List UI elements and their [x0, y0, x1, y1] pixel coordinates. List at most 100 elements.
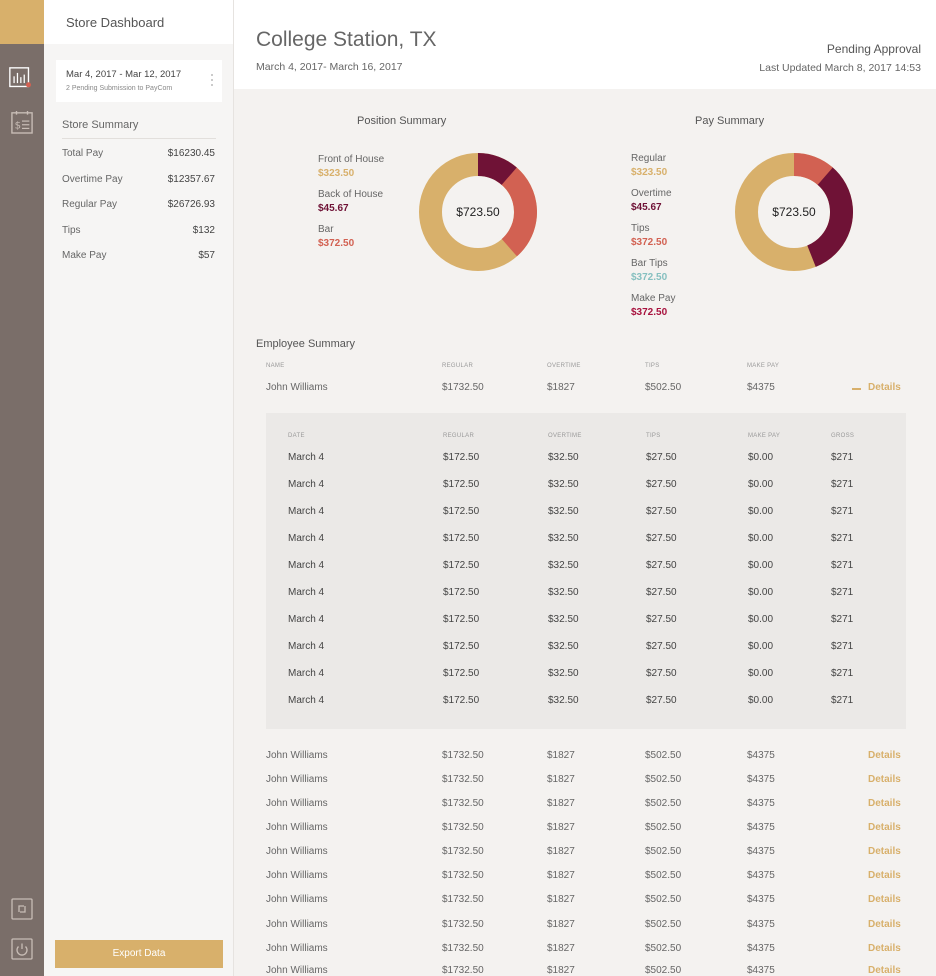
table-row[interactable]: John Williams $1732.50 $1827 $502.50 $4375 De… [266, 870, 906, 884]
employee-tips: $502.50 [645, 943, 682, 954]
legend-value: $372.50 [631, 307, 668, 318]
detail-make-pay: $0.00 [748, 506, 774, 517]
detail-overtime: $32.50 [548, 506, 579, 517]
detail-date: March 4 [288, 695, 325, 706]
detail-gross: $271 [831, 695, 854, 706]
employee-tips: $502.50 [645, 965, 682, 976]
summary-total-pay: Total Pay $16230.45 [62, 148, 215, 174]
detail-make-pay: $0.00 [748, 614, 774, 625]
employee-tips: $502.50 [645, 382, 682, 393]
employee-make-pay: $4375 [747, 774, 775, 785]
detail-row: March 4 $172.50 $32.50 $27.50 $0.00 $271 [266, 452, 906, 466]
employee-make-pay: $4375 [747, 894, 775, 905]
payroll-calendar-icon[interactable]: $ [11, 111, 33, 134]
detail-make-pay: $0.00 [748, 587, 774, 598]
employee-name: John Williams [266, 750, 328, 761]
detail-overtime: $32.50 [548, 533, 579, 544]
details-link[interactable]: Details [868, 943, 901, 954]
col-overtime: OVERTIME [547, 363, 581, 369]
table-row[interactable]: John Williams $1732.50 $1827 $502.50 $4375 De… [266, 798, 906, 812]
legend-label: Regular [631, 153, 667, 164]
date-range-card[interactable]: Mar 4, 2017 - Mar 12, 2017 2 Pending Sub… [56, 60, 222, 102]
detail-row: March 4 $172.50 $32.50 $27.50 $0.00 $271 [266, 587, 906, 601]
details-link[interactable]: Details [868, 846, 901, 857]
employee-regular: $1732.50 [442, 919, 484, 930]
detail-overtime: $32.50 [548, 614, 579, 625]
legend-item: Bar $372.50 [318, 224, 384, 259]
collapse-icon[interactable] [852, 388, 861, 390]
detail-tips: $27.50 [646, 506, 677, 517]
employee-name: John Williams [266, 919, 328, 930]
details-link[interactable]: Details [868, 382, 901, 393]
details-link[interactable]: Details [868, 894, 901, 905]
detail-tips: $27.50 [646, 614, 677, 625]
donut-segment-tips [735, 153, 853, 271]
detail-col-overtime: OVERTIME [548, 433, 582, 439]
position-summary-title: Position Summary [357, 115, 447, 127]
details-link[interactable]: Details [868, 870, 901, 881]
table-row[interactable]: John Williams $1732.50 $1827 $502.50 $4375 De… [266, 894, 906, 908]
table-row[interactable]: John Williams $1732.50 $1827 $502.50 $4375 De… [266, 943, 906, 957]
export-data-button[interactable]: Export Data [55, 940, 223, 968]
employee-name: John Williams [266, 943, 328, 954]
summary-tips: Tips $132 [62, 225, 215, 251]
employee-tips: $502.50 [645, 846, 682, 857]
employee-overtime: $1827 [547, 750, 575, 761]
chart-icon[interactable] [9, 67, 31, 89]
detail-regular: $172.50 [443, 452, 480, 463]
more-options-icon[interactable] [211, 74, 214, 89]
details-link[interactable]: Details [868, 822, 901, 833]
detail-tips: $27.50 [646, 695, 677, 706]
employee-name: John Williams [266, 822, 328, 833]
detail-row: March 4 $172.50 $32.50 $27.50 $0.00 $271 [266, 560, 906, 574]
store-summary-list: Total Pay $16230.45 Overtime Pay $12357.67… [62, 148, 215, 276]
detail-regular: $172.50 [443, 533, 480, 544]
detail-make-pay: $0.00 [748, 560, 774, 571]
legend-item: Overtime $45.67 [631, 188, 675, 223]
details-link[interactable]: Details [868, 750, 901, 761]
employee-summary-title: Employee Summary [256, 338, 356, 350]
detail-regular: $172.50 [443, 587, 480, 598]
detail-date: March 4 [288, 587, 325, 598]
details-link[interactable]: Details [868, 798, 901, 809]
employee-tips: $502.50 [645, 750, 682, 761]
table-row[interactable]: John Williams $1732.50 $1827 $502.50 $43… [266, 382, 906, 396]
employee-tips: $502.50 [645, 870, 682, 881]
employee-regular: $1732.50 [442, 774, 484, 785]
detail-row: March 4 $172.50 $32.50 $27.50 $0.00 $271 [266, 668, 906, 682]
legend-label: Overtime [631, 188, 672, 199]
detail-date: March 4 [288, 452, 325, 463]
sync-icon[interactable] [11, 898, 33, 920]
detail-make-pay: $0.00 [748, 452, 774, 463]
details-link[interactable]: Details [868, 919, 901, 930]
table-row[interactable]: John Williams $1732.50 $1827 $502.50 $4375 De… [266, 965, 906, 976]
table-row[interactable]: John Williams $1732.50 $1827 $502.50 $4375 De… [266, 750, 906, 764]
legend-value: $45.67 [318, 203, 349, 214]
details-link[interactable]: Details [868, 774, 901, 785]
legend-value: $323.50 [631, 167, 668, 178]
employee-overtime: $1827 [547, 870, 575, 881]
detail-col-make-pay: MAKE PAY [748, 433, 781, 439]
detail-gross: $271 [831, 614, 854, 625]
detail-date: March 4 [288, 614, 325, 625]
details-link[interactable]: Details [868, 965, 901, 976]
pay-donut-chart: $723.50 [735, 153, 853, 271]
summary-label: Regular Pay [62, 199, 118, 210]
table-row[interactable]: John Williams $1732.50 $1827 $502.50 $4375 De… [266, 846, 906, 860]
detail-row: March 4 $172.50 $32.50 $27.50 $0.00 $271 [266, 641, 906, 655]
table-row[interactable]: John Williams $1732.50 $1827 $502.50 $4375 De… [266, 822, 906, 836]
detail-regular: $172.50 [443, 614, 480, 625]
detail-overtime: $32.50 [548, 668, 579, 679]
legend-value: $372.50 [631, 272, 668, 283]
nav-rail: $ [0, 0, 44, 976]
detail-gross: $271 [831, 668, 854, 679]
page-title: College Station, TX [256, 28, 437, 51]
table-row[interactable]: John Williams $1732.50 $1827 $502.50 $4375 De… [266, 919, 906, 933]
table-row[interactable]: John Williams $1732.50 $1827 $502.50 $4375 De… [266, 774, 906, 788]
summary-label: Overtime Pay [62, 173, 123, 185]
detail-make-pay: $0.00 [748, 695, 774, 706]
power-icon[interactable] [11, 938, 33, 960]
detail-date: March 4 [288, 533, 325, 544]
date-range: Mar 4, 2017 - Mar 12, 2017 [66, 69, 182, 80]
employee-make-pay: $4375 [747, 846, 775, 857]
